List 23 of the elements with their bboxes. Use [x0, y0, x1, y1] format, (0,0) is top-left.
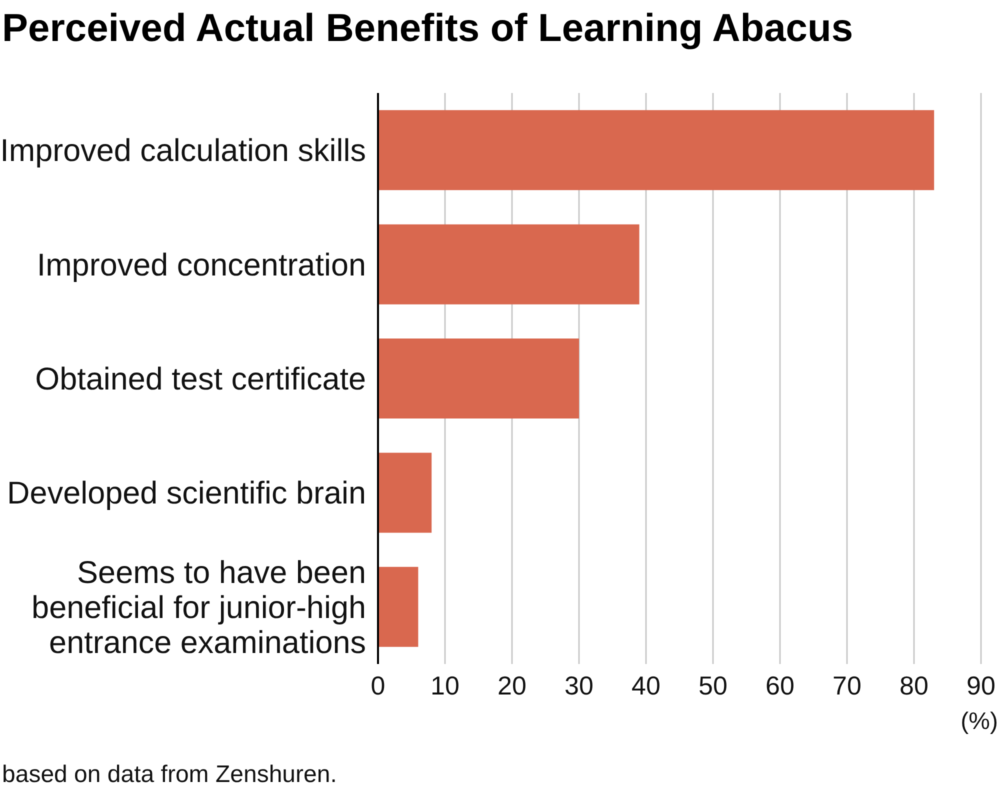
- y-tick-label: Seems to have been beneficial for junior-high entrance examinations: [32, 554, 366, 660]
- bar: [378, 452, 432, 533]
- x-tick-label: 90: [966, 670, 996, 700]
- x-axis-title: (%): [960, 708, 998, 735]
- bar: [378, 224, 640, 304]
- x-tick-label: 40: [632, 670, 660, 700]
- y-tick-label: Obtained test certificate: [35, 360, 366, 396]
- x-tick-label: 80: [900, 670, 928, 700]
- bar: [378, 110, 934, 190]
- y-tick-label: Developed scientific brain: [7, 474, 366, 511]
- text: based on data from Zenshuren.: [2, 761, 337, 788]
- bar: [378, 566, 418, 647]
- chart-title: Perceived Actual Benefits of Learning Abacus: [2, 7, 854, 50]
- x-tick-label: 20: [498, 670, 526, 700]
- bar: [378, 338, 579, 419]
- x-tick-label: 50: [698, 670, 728, 700]
- x-tick-label: 70: [832, 670, 862, 700]
- y-tick-label: Improved concentration: [36, 246, 366, 282]
- x-tick-label: 0: [370, 670, 386, 700]
- y-tick-label: Improved calculation skills: [0, 132, 366, 168]
- x-tick-label: 30: [564, 670, 594, 700]
- x-tick-label: 10: [430, 670, 460, 700]
- x-tick-label: 60: [766, 670, 794, 700]
